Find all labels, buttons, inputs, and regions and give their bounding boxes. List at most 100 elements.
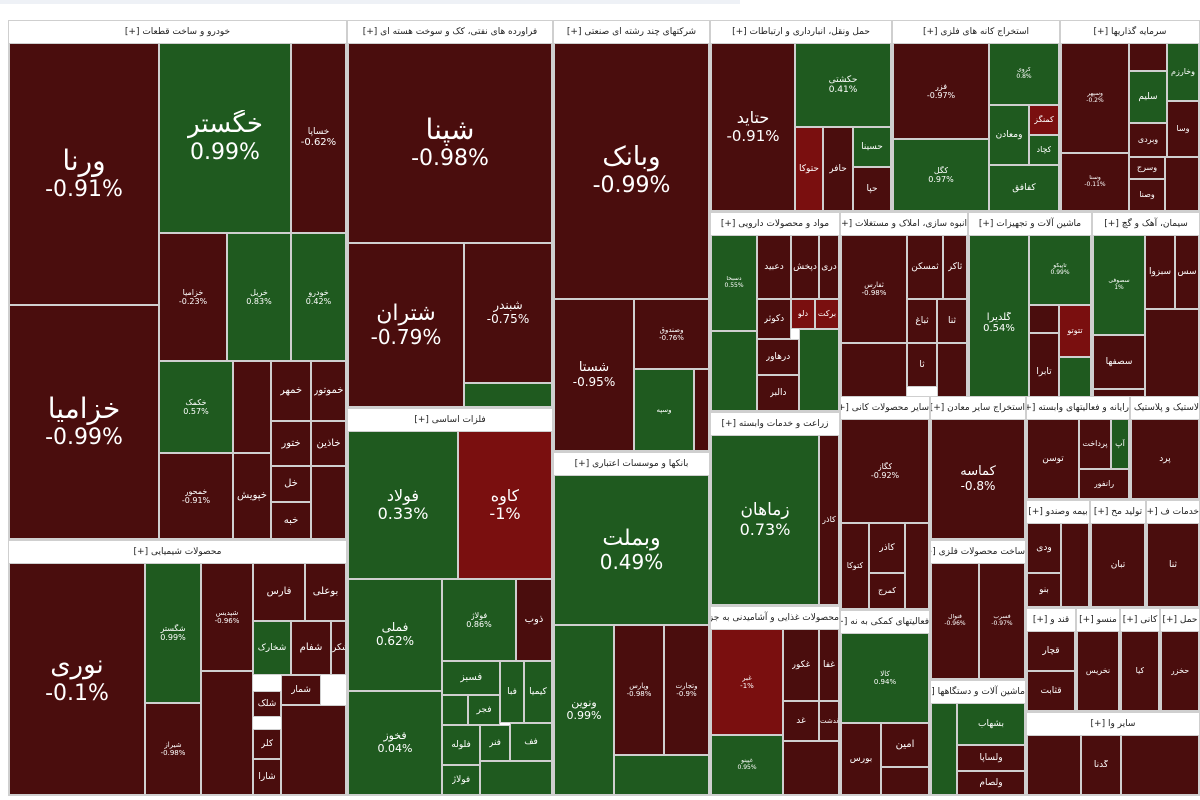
sector-header[interactable]: سایر محصولات کانی [+] xyxy=(841,397,929,420)
stock-tile[interactable]: غدشت xyxy=(819,701,839,741)
stock-tile[interactable]: سبزوا xyxy=(1145,235,1175,309)
stock-tile[interactable]: دلو xyxy=(791,299,815,329)
stock-tile[interactable]: وتجارت -0.9% xyxy=(664,625,709,755)
stock-tile[interactable]: قثابت xyxy=(1027,671,1075,711)
stock-tile[interactable]: تاپیکو 0.99% xyxy=(1029,235,1091,305)
stock-tile[interactable]: خپویش xyxy=(233,453,271,539)
stock-tile[interactable]: وسرج xyxy=(1129,157,1165,179)
stock-tile[interactable]: ثنا xyxy=(1147,523,1199,607)
stock-tile[interactable]: غفا xyxy=(819,629,839,701)
sector-header[interactable]: ساخت محصولات فلزی [+] xyxy=(931,541,1025,564)
sector-header[interactable]: خدمات ف [+] xyxy=(1147,501,1199,524)
stock-tile[interactable]: فجر xyxy=(468,695,500,725)
stock-tile[interactable]: فنوال -0.96% xyxy=(931,563,979,679)
stock-tile[interactable]: دپخش xyxy=(791,235,819,299)
stock-tile[interactable]: ثباغ xyxy=(907,299,937,343)
stock-tile[interactable]: کالا 0.94% xyxy=(841,633,929,723)
sector-header[interactable]: انبوه سازی، املاک و مستغلات [+] xyxy=(841,213,967,236)
stock-tile[interactable]: ونوین 0.99% xyxy=(554,625,614,795)
stock-tile[interactable]: بوعلی xyxy=(305,563,346,621)
stock-tile[interactable]: وسپه xyxy=(634,369,694,451)
stock-tile[interactable]: خساپا -0.62% xyxy=(291,43,346,233)
stock-tile[interactable]: بشهاب xyxy=(957,703,1025,745)
stock-tile[interactable]: کچاد xyxy=(1029,135,1059,165)
stock-tile[interactable]: وبملت 0.49% xyxy=(554,475,709,625)
stock-tile[interactable]: ثفارس -0.98% xyxy=(841,235,907,343)
sector-header[interactable]: سایر وا [+] xyxy=(1027,713,1199,736)
stock-tile[interactable]: آپ xyxy=(1111,419,1129,469)
stock-tile[interactable]: فسرب -0.97% xyxy=(979,563,1025,679)
sector-header[interactable]: بیمه وصندو [+] xyxy=(1027,501,1089,524)
stock-tile[interactable]: حسینا xyxy=(853,127,891,167)
stock-tile[interactable]: شفام xyxy=(291,621,331,675)
stock-tile[interactable]: کگل 0.97% xyxy=(893,139,989,211)
stock-tile[interactable]: وبردی xyxy=(1129,123,1167,157)
stock-tile[interactable]: فف xyxy=(510,723,552,761)
stock-tile[interactable]: فملی 0.62% xyxy=(348,579,442,691)
stock-tile[interactable]: سس xyxy=(1175,235,1199,309)
stock-tile[interactable]: نخریس xyxy=(1077,631,1119,711)
stock-tile[interactable]: کیمیا xyxy=(524,661,552,723)
stock-tile[interactable]: نوری -0.1% xyxy=(9,563,145,795)
stock-tile[interactable]: غبر -1% xyxy=(711,629,783,735)
sector-header[interactable]: خودرو و ساخت قطعات [+] xyxy=(9,21,346,44)
stock-tile[interactable]: وسا xyxy=(1167,101,1199,157)
sector-header[interactable]: کانی [+] xyxy=(1121,609,1159,632)
stock-tile[interactable]: فولاژ xyxy=(442,765,480,795)
stock-tile[interactable]: سلیم xyxy=(1129,71,1167,123)
sector-header[interactable]: فعالیتهای کمکی به نه [+] xyxy=(841,611,929,634)
stock-tile[interactable]: فولاژ 0.86% xyxy=(442,579,516,661)
stock-tile[interactable]: دسبحا 0.55% xyxy=(711,235,757,331)
stock-tile[interactable] xyxy=(931,703,957,795)
stock-tile[interactable]: حتاید -0.91% xyxy=(711,43,795,211)
stock-tile[interactable]: شپدیس -0.96% xyxy=(201,563,253,671)
sector-header[interactable]: بانکها و موسسات اعتباری [+] xyxy=(554,453,709,476)
sector-header[interactable]: تولید مح [+] xyxy=(1091,501,1145,524)
stock-tile[interactable]: ودی xyxy=(1027,523,1061,573)
stock-tile[interactable]: ذوب xyxy=(516,579,552,661)
sector-header[interactable]: حمل [+] xyxy=(1161,609,1199,632)
stock-tile[interactable]: شبندر -0.75% xyxy=(464,243,552,383)
stock-tile[interactable]: خریل 0.83% xyxy=(227,233,291,361)
stock-tile[interactable]: کمنگز xyxy=(1029,105,1059,135)
stock-tile[interactable]: خبه xyxy=(271,502,311,539)
stock-tile[interactable]: ورنا -0.91% xyxy=(9,43,159,305)
stock-tile[interactable]: خل xyxy=(271,466,311,502)
stock-tile[interactable]: شستا -0.95% xyxy=(554,299,634,451)
stock-tile[interactable]: دعبید xyxy=(757,235,791,299)
stock-tile[interactable]: فلوله xyxy=(442,725,480,765)
stock-tile[interactable]: پرداخت xyxy=(1079,419,1111,469)
stock-tile[interactable]: دالبر xyxy=(757,375,799,411)
stock-tile[interactable]: فسبز xyxy=(442,661,500,695)
sector-header[interactable]: شرکتهای چند رشته ای صنعتی [+] xyxy=(554,21,709,44)
stock-tile[interactable]: خزامیا -0.99% xyxy=(9,305,159,539)
sector-header[interactable]: ماشین آلات و تجهیزات [+] xyxy=(969,213,1091,236)
stock-tile[interactable]: ولصام xyxy=(957,771,1025,795)
stock-tile[interactable]: حکشتی 0.41% xyxy=(795,43,891,127)
stock-tile[interactable]: خمحور -0.91% xyxy=(159,453,233,539)
stock-tile[interactable]: حپا xyxy=(853,167,891,211)
stock-tile[interactable]: فارس xyxy=(253,563,305,621)
stock-tile[interactable]: خموتور xyxy=(311,361,346,421)
stock-tile[interactable]: سصوفی 1% xyxy=(1093,235,1145,335)
stock-tile[interactable]: وسنا -0.11% xyxy=(1061,153,1129,211)
stock-tile[interactable]: خگستر 0.99% xyxy=(159,43,291,233)
sector-header[interactable]: سیمان، آهک و گچ [+] xyxy=(1093,213,1199,236)
sector-header[interactable]: استخراج کانه های فلزی [+] xyxy=(893,21,1059,44)
stock-tile[interactable]: حتوکا xyxy=(795,127,823,211)
stock-tile[interactable]: کاوه -1% xyxy=(458,431,552,579)
sector-header[interactable]: منسو [+] xyxy=(1077,609,1119,632)
stock-tile[interactable]: کتوکا xyxy=(841,523,869,609)
stock-tile[interactable]: شکر xyxy=(331,621,346,675)
sector-header[interactable]: سرمایه گذاریها [+] xyxy=(1061,21,1199,44)
stock-tile[interactable]: وخارزم xyxy=(1167,43,1199,101)
stock-tile[interactable]: شلک xyxy=(253,691,281,717)
sector-header[interactable]: استخراج سایر معادن [+] xyxy=(931,397,1025,420)
stock-tile[interactable]: ولساپا xyxy=(957,745,1025,771)
stock-tile[interactable]: سصفها xyxy=(1093,335,1145,389)
stock-tile[interactable]: کاذر xyxy=(819,435,839,605)
sector-header[interactable]: قند و [+] xyxy=(1027,609,1075,632)
stock-tile[interactable]: امین xyxy=(881,723,929,767)
stock-tile[interactable]: کاذر xyxy=(869,523,905,573)
stock-tile[interactable]: خاذین xyxy=(311,421,346,466)
